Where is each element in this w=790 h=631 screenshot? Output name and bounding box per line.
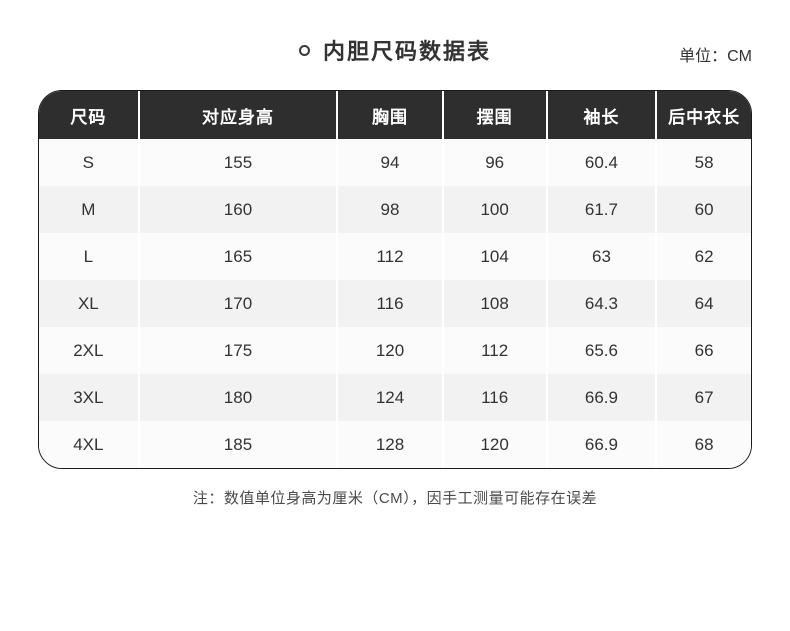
measurement-note: 注：数值单位身高为厘米（CM），因手工测量可能存在误差: [192, 490, 598, 507]
title-group: 内胆尺码数据表: [298, 34, 491, 66]
cell-size: 3XL: [39, 374, 140, 421]
cell-size: L: [39, 233, 140, 280]
circle-bullet-icon: [298, 44, 310, 56]
table-row-m: M 160 98 100 61.7 60: [39, 186, 751, 233]
cell-sleeve: 61.7: [546, 186, 658, 233]
column-header-height: 对应身高: [138, 91, 339, 139]
column-header-hem: 摆围: [442, 91, 548, 139]
table-row-s: S 155 94 96 60.4 58: [39, 139, 751, 186]
cell-height: 170: [138, 280, 339, 327]
cell-height: 160: [138, 186, 339, 233]
cell-height: 165: [138, 233, 339, 280]
header-row: 尺码 对应身高 胸围 摆围 袖长 后中衣长: [39, 91, 751, 139]
cell-size: 4XL: [39, 421, 140, 468]
cell-sleeve: 64.3: [546, 280, 658, 327]
cell-height: 155: [138, 139, 339, 186]
cell-back-length: 67: [694, 387, 714, 407]
column-header-chest: 胸围: [337, 91, 444, 139]
cell-back-length: 64: [694, 293, 714, 313]
cell-back-length: 68: [694, 434, 714, 454]
cell-chest: 128: [337, 421, 444, 468]
column-header-sleeve: 袖长: [546, 91, 658, 139]
cell-sleeve: 65.6: [546, 327, 658, 374]
table-header: 尺码 对应身高 胸围 摆围 袖长 后中衣长: [39, 91, 751, 139]
cell-sleeve: 60.4: [546, 139, 658, 186]
cell-back-length: 66: [694, 340, 714, 360]
cell-hem: 104: [442, 233, 548, 280]
cell-back-length: 58: [694, 152, 714, 172]
cell-hem: 108: [442, 280, 548, 327]
cell-chest: 112: [337, 233, 444, 280]
cell-size: S: [39, 139, 140, 186]
cell-size: M: [39, 186, 140, 233]
column-header-back-length: 后中衣长: [656, 91, 751, 139]
cell-chest: 116: [337, 280, 444, 327]
column-header-size: 尺码: [39, 91, 140, 139]
cell-back-length: 62: [694, 246, 714, 266]
cell-sleeve: 63: [546, 233, 658, 280]
cell-height: 175: [138, 327, 339, 374]
cell-height: 185: [138, 421, 339, 468]
cell-chest: 120: [337, 327, 444, 374]
cell-chest: 124: [337, 374, 444, 421]
table-row-xl: XL 170 116 108 64.3 64: [39, 280, 751, 327]
table-body: S 155 94 96 60.4 58 M 160 98 100 61.7 60…: [39, 139, 751, 468]
table-row-l: L 165 112 104 63 62: [39, 233, 751, 280]
cell-hem: 100: [442, 186, 548, 233]
cell-size: XL: [39, 280, 140, 327]
cell-sleeve: 66.9: [546, 421, 658, 468]
cell-size: 2XL: [39, 327, 140, 374]
cell-hem: 96: [442, 139, 548, 186]
table-row-3xl: 3XL 180 124 116 66.9 67: [39, 374, 751, 421]
cell-hem: 112: [442, 327, 548, 374]
cell-sleeve: 66.9: [546, 374, 658, 421]
cell-hem: 120: [442, 421, 548, 468]
cell-hem: 116: [442, 374, 548, 421]
table-row-4xl: 4XL 185 128 120 66.9 68: [39, 421, 751, 468]
page-title: 内胆尺码数据表: [322, 39, 491, 64]
size-table-container: 尺码 对应身高 胸围 摆围 袖长 后中衣长 S 155 94 96 60.4 5…: [38, 90, 752, 469]
cell-height: 180: [138, 374, 339, 421]
unit-label: 单位：CM: [679, 48, 752, 65]
size-table: 尺码 对应身高 胸围 摆围 袖长 后中衣长 S 155 94 96 60.4 5…: [39, 91, 751, 468]
cell-chest: 98: [337, 186, 444, 233]
table-row-2xl: 2XL 175 120 112 65.6 66: [39, 327, 751, 374]
cell-back-length: 60: [694, 199, 714, 219]
cell-chest: 94: [337, 139, 444, 186]
title-row: 内胆尺码数据表: [0, 34, 790, 66]
